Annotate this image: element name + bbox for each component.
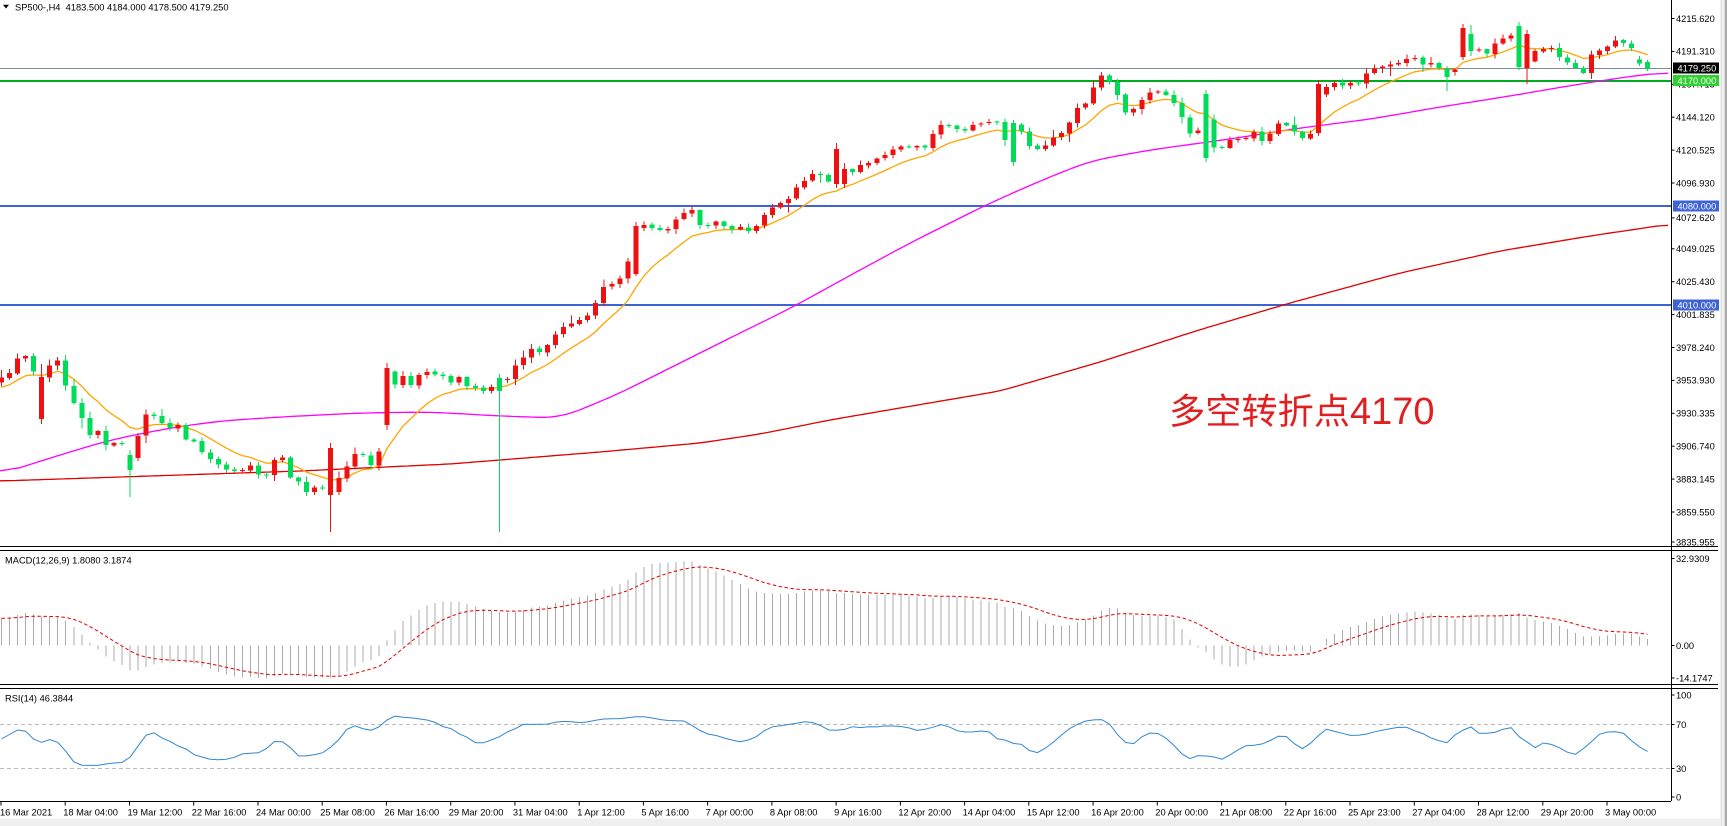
svg-text:15 Apr 12:00: 15 Apr 12:00 (1027, 807, 1080, 817)
svg-text:27 Apr 04:00: 27 Apr 04:00 (1412, 807, 1465, 817)
svg-text:25 Apr 23:00: 25 Apr 23:00 (1348, 807, 1401, 817)
svg-text:24 Mar 00:00: 24 Mar 00:00 (256, 807, 311, 817)
svg-text:4025.430: 4025.430 (1676, 277, 1715, 287)
svg-text:4144.120: 4144.120 (1676, 113, 1715, 123)
svg-text:22 Apr 16:00: 22 Apr 16:00 (1284, 807, 1337, 817)
svg-text:3883.145: 3883.145 (1676, 474, 1715, 484)
svg-text:1 Apr 12:00: 1 Apr 12:00 (577, 807, 625, 817)
svg-text:28 Apr 12:00: 28 Apr 12:00 (1477, 807, 1530, 817)
svg-text:3978.240: 3978.240 (1676, 343, 1715, 353)
svg-text:4191.310: 4191.310 (1676, 47, 1715, 57)
svg-text:4049.025: 4049.025 (1676, 244, 1715, 254)
svg-text:4010.000: 4010.000 (1678, 300, 1717, 310)
svg-text:MACD(12,26,9) 1.8080 3.1874: MACD(12,26,9) 1.8080 3.1874 (5, 556, 132, 566)
svg-text:3835.955: 3835.955 (1676, 537, 1715, 547)
svg-text:19 Mar 12:00: 19 Mar 12:00 (128, 807, 183, 817)
svg-text:100: 100 (1676, 690, 1692, 700)
svg-text:7 Apr 00:00: 7 Apr 00:00 (706, 807, 754, 817)
svg-text:4001.835: 4001.835 (1676, 310, 1715, 320)
svg-text:26 Mar 16:00: 26 Mar 16:00 (384, 807, 439, 817)
svg-text:3930.335: 3930.335 (1676, 409, 1715, 419)
svg-text:18 Mar 04:00: 18 Mar 04:00 (63, 807, 118, 817)
svg-text:20 Apr 00:00: 20 Apr 00:00 (1155, 807, 1208, 817)
svg-text:3953.930: 3953.930 (1676, 376, 1715, 386)
svg-text:32.9309: 32.9309 (1676, 554, 1710, 564)
svg-text:9 Apr 16:00: 9 Apr 16:00 (834, 807, 882, 817)
svg-text:30: 30 (1676, 764, 1686, 774)
svg-text:3859.550: 3859.550 (1676, 507, 1715, 517)
svg-text:5 Apr 16:00: 5 Apr 16:00 (641, 807, 689, 817)
svg-text:4080.000: 4080.000 (1678, 201, 1717, 211)
svg-text:0: 0 (1676, 792, 1681, 802)
svg-text:12 Apr 20:00: 12 Apr 20:00 (898, 807, 951, 817)
svg-text:-14.1747: -14.1747 (1676, 673, 1713, 683)
svg-text:70: 70 (1676, 720, 1686, 730)
svg-text:25 Mar 08:00: 25 Mar 08:00 (320, 807, 375, 817)
svg-text:8 Apr 08:00: 8 Apr 08:00 (770, 807, 818, 817)
svg-text:4179.250: 4179.250 (1678, 63, 1717, 73)
svg-text:4170.000: 4170.000 (1678, 76, 1717, 86)
svg-text:3906.740: 3906.740 (1676, 442, 1715, 452)
svg-text:22 Mar 16:00: 22 Mar 16:00 (192, 807, 247, 817)
svg-text:RSI(14) 46.3844: RSI(14) 46.3844 (5, 694, 73, 704)
svg-text:SP500-,H4 4183.500 4184.000 4: SP500-,H4 4183.500 4184.000 4178.500 417… (15, 3, 229, 13)
svg-text:16 Mar 2021: 16 Mar 2021 (0, 807, 52, 817)
svg-text:21 Apr 08:00: 21 Apr 08:00 (1220, 807, 1273, 817)
svg-text:3 May 00:00: 3 May 00:00 (1605, 807, 1656, 817)
svg-text:4096.930: 4096.930 (1676, 178, 1715, 188)
svg-text:31 Mar 04:00: 31 Mar 04:00 (513, 807, 568, 817)
svg-text:29 Mar 20:00: 29 Mar 20:00 (449, 807, 504, 817)
svg-text:4215.620: 4215.620 (1676, 14, 1715, 24)
svg-text:4072.620: 4072.620 (1676, 213, 1715, 223)
svg-text:0.00: 0.00 (1676, 641, 1694, 651)
svg-text:14 Apr 04:00: 14 Apr 04:00 (963, 807, 1016, 817)
svg-text:4170: 4170 (1350, 391, 1435, 433)
svg-text:16 Apr 20:00: 16 Apr 20:00 (1091, 807, 1144, 817)
svg-text:29 Apr 20:00: 29 Apr 20:00 (1541, 807, 1594, 817)
svg-text:4120.525: 4120.525 (1676, 145, 1715, 155)
